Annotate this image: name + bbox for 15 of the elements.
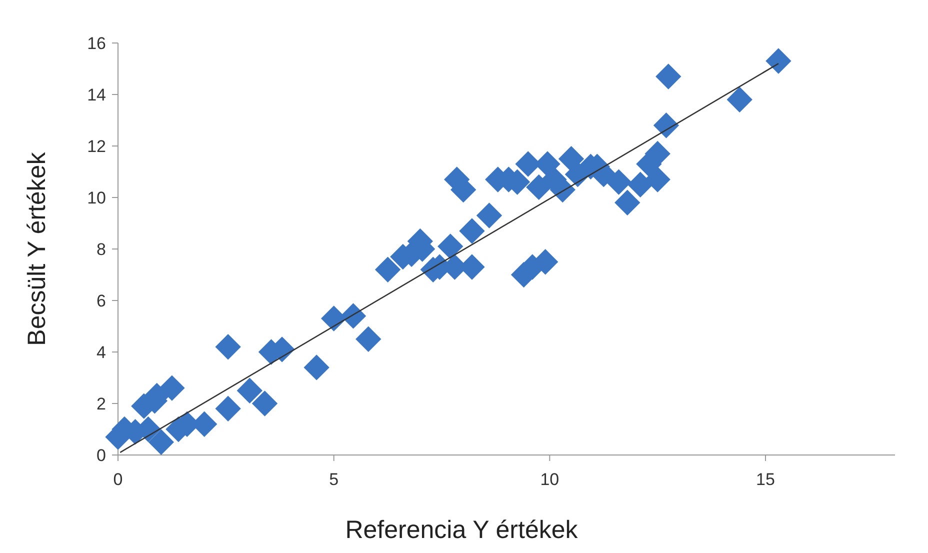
y-tick-label: 14 [87, 85, 106, 104]
y-tick-label: 6 [96, 291, 106, 310]
x-tick-label: 15 [756, 470, 775, 489]
x-tick-label: 5 [329, 470, 339, 489]
x-axis-title: Referencia Y értékek [345, 516, 578, 544]
y-tick-label: 12 [87, 136, 106, 156]
y-tick-label: 0 [96, 446, 106, 465]
y-axis-title: Becsült Y értékek [23, 152, 51, 346]
y-tick-label: 2 [96, 394, 106, 414]
x-tick-label: 0 [113, 470, 123, 489]
y-tick-label: 8 [96, 240, 106, 259]
y-tick-label: 16 [87, 34, 106, 53]
x-tick-label: 10 [540, 470, 560, 489]
y-tick-label: 4 [96, 342, 106, 362]
y-tick-label: 10 [87, 188, 106, 208]
